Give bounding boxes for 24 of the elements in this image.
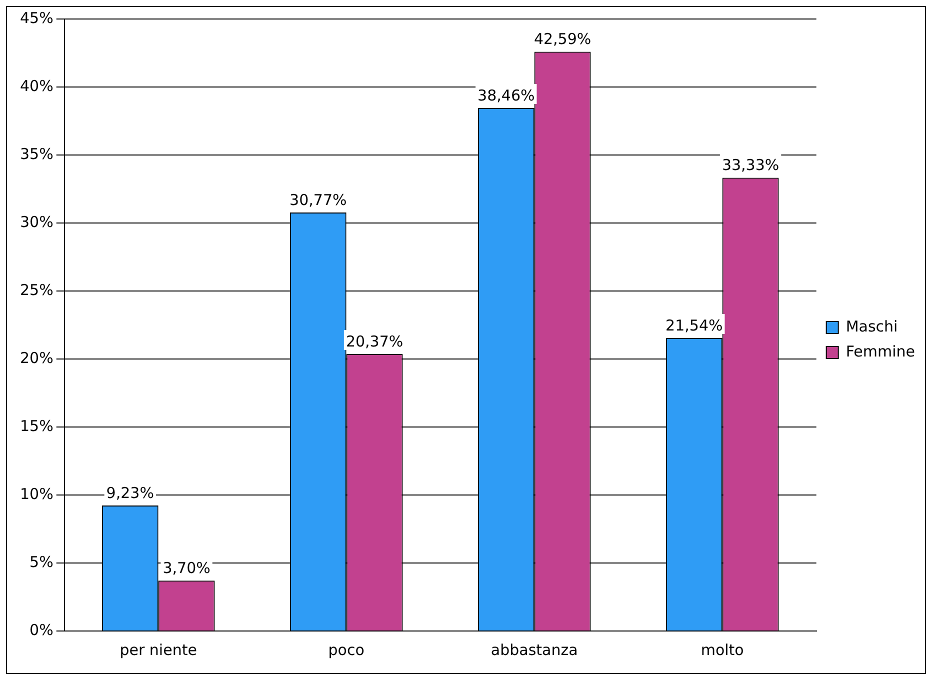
y-tick-label: 30% [20,212,54,231]
data-label: 20,37% [346,332,404,350]
legend-label: Maschi [846,317,898,336]
y-tick-label: 0% [30,620,54,639]
data-label: 30,77% [290,190,347,209]
data-label: 21,54% [666,316,723,334]
data-label: 38,46% [478,86,535,104]
y-tick-label: 20% [20,348,54,367]
data-label: 9,23% [106,484,154,502]
y-tick-label: 10% [20,484,54,503]
data-label: 33,33% [722,156,780,174]
y-tick-label: 40% [20,76,54,95]
y-tick-label: 45% [20,8,54,27]
data-label: 42,59% [534,30,592,48]
y-tick-label: 15% [20,416,54,435]
y-tick-label: 5% [30,552,54,571]
x-tick-label: abbastanza [490,640,578,659]
y-tick-label: 25% [20,280,54,299]
x-tick-label: poco [328,640,364,659]
x-tick-label: per niente [120,640,197,659]
x-tick-label: molto [700,640,744,659]
data-label: 3,70% [162,559,210,578]
legend-label: Femmine [846,342,916,360]
y-tick-label: 35% [20,144,54,163]
